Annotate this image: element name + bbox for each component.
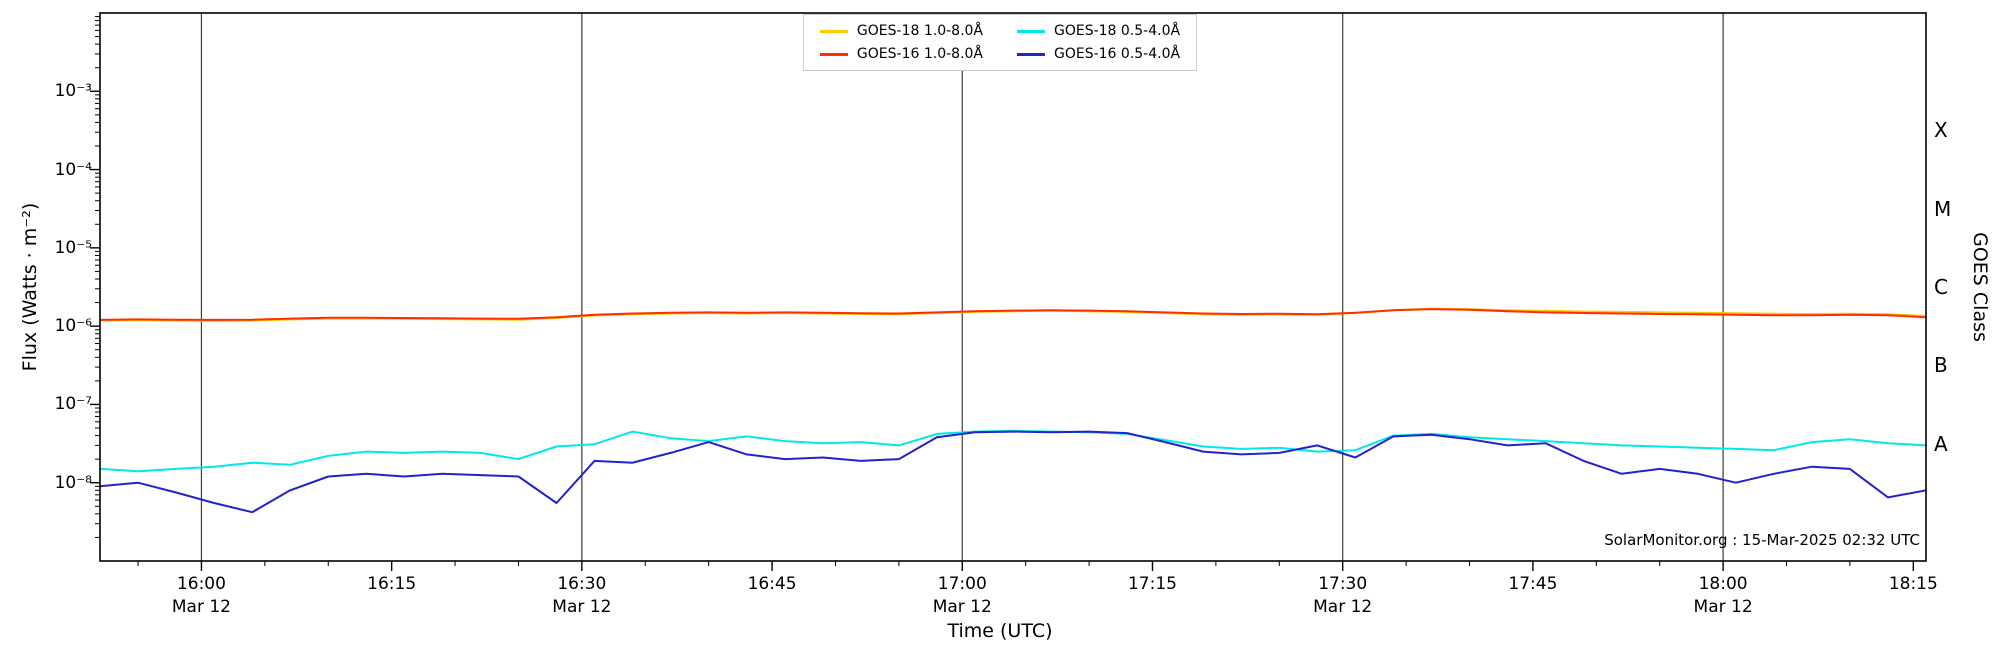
x-tick-label: 16:30 — [557, 574, 607, 594]
y-tick-label: 10⁻⁷ — [54, 394, 92, 415]
legend-label: GOES-18 0.5-4.0Å — [1054, 23, 1181, 39]
goes-class-letter: M — [1934, 196, 1952, 221]
series-line-2 — [100, 429, 1926, 473]
x-tick-label: 18:00 — [1698, 574, 1748, 594]
legend-label: GOES-18 1.0-8.0Å — [856, 23, 983, 39]
x-axis-title: Time (UTC) — [947, 620, 1053, 642]
y-axis-title-right: GOES Class — [1969, 232, 1991, 342]
y-tick-label: 10⁻⁶ — [54, 316, 92, 337]
y-axis-title-left: Flux (Watts · m⁻²) — [19, 202, 41, 372]
series-line-3 — [100, 430, 1926, 514]
y-tick-label: 10⁻⁴ — [54, 159, 92, 180]
legend-item-0: GOES-18 1.0-8.0Å — [819, 22, 983, 40]
legend-swatch-icon — [819, 29, 848, 33]
x-tick-label: 16:15 — [367, 574, 417, 594]
legend-label: GOES-16 1.0-8.0Å — [856, 46, 983, 62]
y-tick-label: 10⁻⁵ — [54, 237, 92, 258]
x-date-label: Mar 12 — [1693, 597, 1753, 617]
goes-class-letter: A — [1934, 431, 1948, 456]
legend-item-2: GOES-18 0.5-4.0Å — [1017, 22, 1180, 40]
legend-label: GOES-16 0.5-4.0Å — [1054, 46, 1181, 62]
x-tick-label: 16:00 — [176, 574, 226, 594]
chart-legend: GOES-18 1.0-8.0Å GOES-16 1.0-8.0Å GOES-18 … — [802, 14, 1198, 71]
x-tick-label: 17:15 — [1127, 574, 1177, 594]
y-tick-label: 10⁻³ — [54, 81, 92, 102]
x-tick-label: 16:45 — [747, 574, 797, 594]
series-line-1 — [100, 308, 1926, 321]
x-tick-label: 17:00 — [937, 574, 987, 594]
x-date-label: Mar 12 — [552, 597, 612, 617]
x-tick-label: 17:45 — [1508, 574, 1558, 594]
goes-class-letter: X — [1934, 118, 1948, 143]
legend-swatch-icon — [1017, 52, 1045, 56]
legend-swatch-icon — [1017, 29, 1045, 33]
y-tick-label: 10⁻⁸ — [54, 472, 92, 493]
x-tick-label: 17:30 — [1318, 574, 1368, 594]
x-date-label: Mar 12 — [171, 597, 231, 617]
legend-item-1: GOES-16 1.0-8.0Å — [819, 45, 983, 63]
solarmonitor-watermark: SolarMonitor.org : 15-Mar-2025 02:32 UTC — [1604, 531, 1920, 549]
x-tick-label: 18:15 — [1888, 574, 1938, 594]
goes-class-letter: C — [1934, 275, 1948, 299]
x-date-label: Mar 12 — [1313, 597, 1373, 617]
legend-swatch-icon — [819, 52, 848, 56]
x-date-label: Mar 12 — [932, 597, 992, 617]
legend-item-3: GOES-16 0.5-4.0Å — [1017, 45, 1180, 63]
plot-border — [99, 12, 1927, 562]
goes-class-letter: B — [1934, 353, 1948, 378]
